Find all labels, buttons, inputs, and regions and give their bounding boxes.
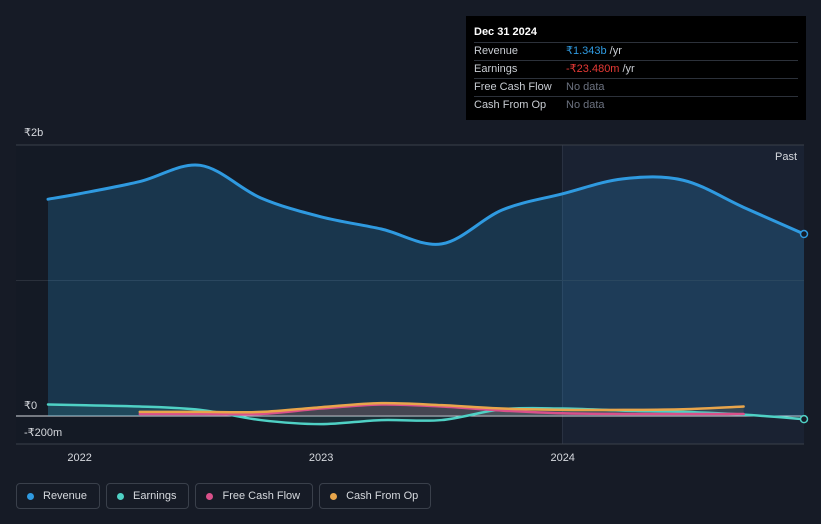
y-tick-label: ₹2b [24, 127, 43, 139]
y-tick-label: -₹200m [24, 427, 62, 439]
series-line-free-cash-flow [138, 403, 745, 416]
x-tick-label: 2024 [550, 452, 574, 464]
past-region [562, 145, 804, 444]
series-line-earnings [46, 403, 806, 426]
series-endpoint-revenue [799, 229, 809, 239]
legend-dot-icon [206, 492, 214, 500]
x-tick-label: 2023 [309, 452, 333, 464]
legend-dot-icon [117, 492, 125, 500]
tooltip: Dec 31 2024 Revenue ₹1.343b /yr Earnings… [466, 16, 806, 120]
tooltip-unit: /yr [609, 45, 622, 57]
tooltip-unit: /yr [622, 63, 635, 75]
legend-label: Earnings [133, 490, 177, 502]
x-tick-label: 2022 [67, 452, 91, 464]
legend: Revenue Earnings Free Cash Flow Cash Fro… [16, 483, 432, 513]
legend-item-earnings[interactable]: Earnings [106, 483, 190, 509]
series-line-cash-from-op [138, 401, 745, 414]
legend-dot-icon [27, 492, 34, 500]
chart: ₹2b ₹0 -₹200m 2022 2023 2024 Past [16, 127, 809, 464]
tooltip-value: -₹23.480m [566, 63, 620, 75]
tooltip-label: Revenue [474, 45, 519, 57]
y-tick-label: ₹0 [24, 400, 37, 412]
series-line-revenue [46, 163, 806, 246]
tooltip-row-earnings: Earnings -₹23.480m /yr [474, 60, 798, 78]
tooltip-label: Cash From Op [474, 99, 547, 111]
legend-item-revenue[interactable]: Revenue [16, 483, 101, 509]
legend-label: Free Cash Flow [222, 490, 301, 502]
series-area-revenue [48, 164, 804, 416]
tooltip-row-free-cash-flow: Free Cash Flow No data [474, 78, 798, 96]
legend-dot-icon [330, 492, 338, 500]
legend-item-cash-from-op[interactable]: Cash From Op [319, 483, 432, 509]
tooltip-value: ₹1.343b [566, 45, 607, 57]
past-label: Past [775, 151, 797, 163]
series-endpoint-earnings [799, 414, 809, 424]
tooltip-value: No data [566, 99, 605, 111]
legend-item-free-cash-flow[interactable]: Free Cash Flow [195, 483, 314, 509]
tooltip-row-revenue: Revenue ₹1.343b /yr [474, 42, 798, 60]
tooltip-row-cash-from-op: Cash From Op No data [474, 96, 798, 114]
legend-label: Cash From Op [346, 490, 419, 502]
legend-label: Revenue [43, 490, 88, 502]
tooltip-date: Dec 31 2024 [474, 26, 537, 38]
tooltip-label: Earnings [474, 63, 518, 75]
tooltip-label: Free Cash Flow [474, 81, 552, 93]
series-area-free-cash-flow [139, 404, 744, 416]
tooltip-value: No data [566, 81, 605, 93]
